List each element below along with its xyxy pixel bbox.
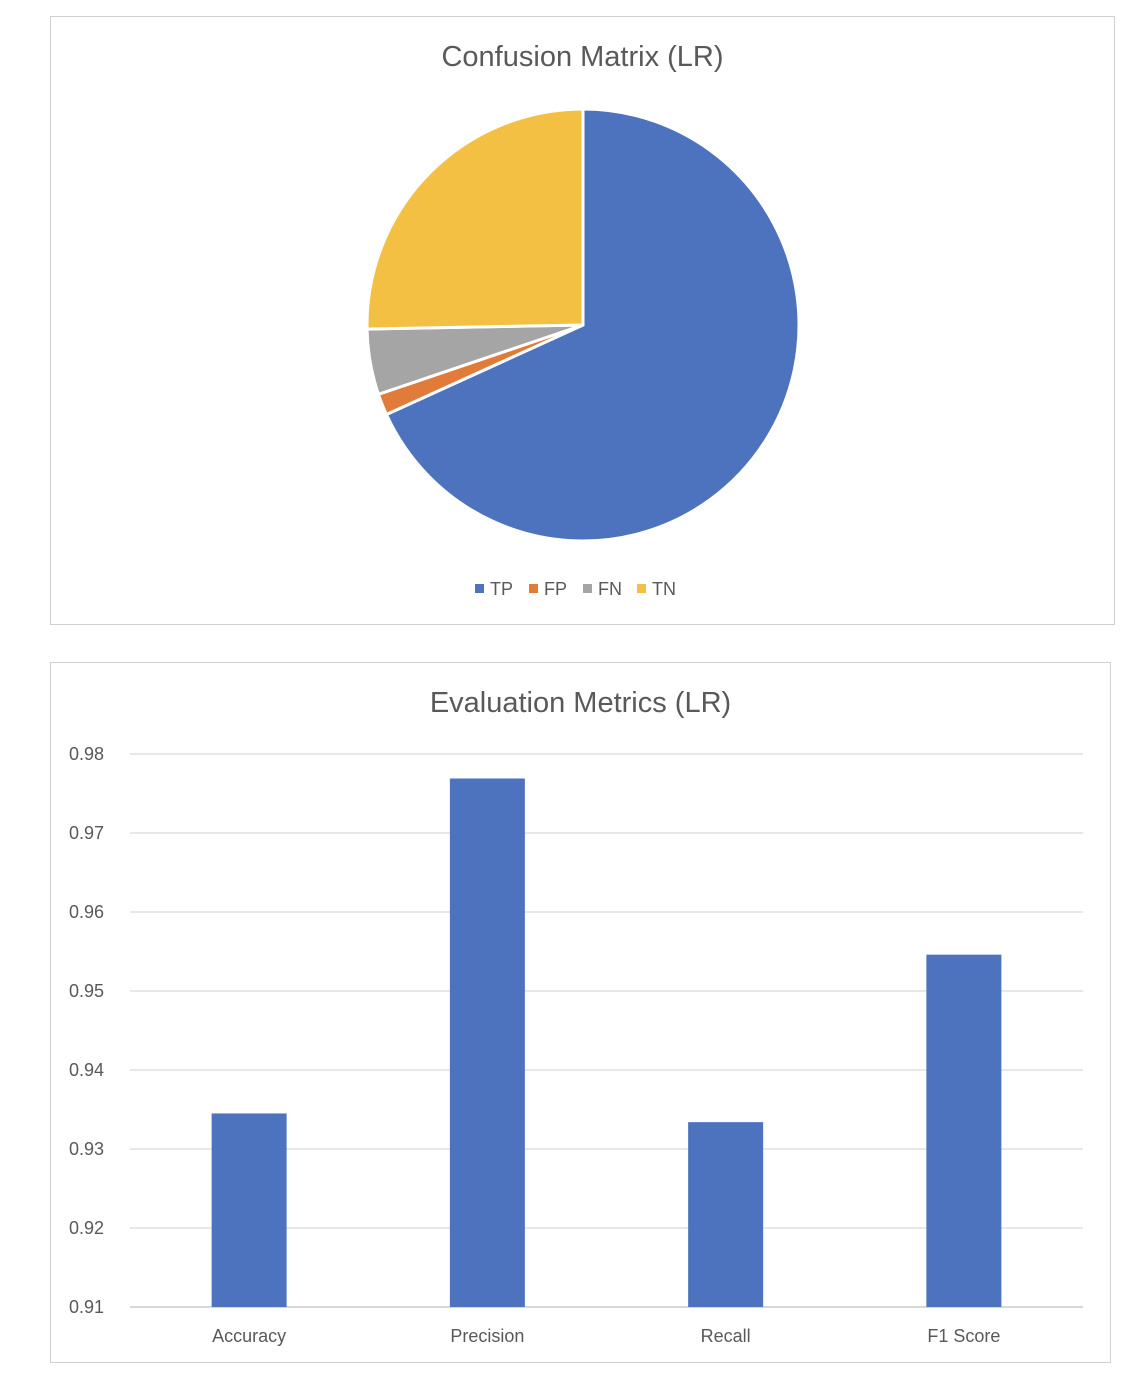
legend-label-tn: TN: [652, 579, 676, 599]
bar-precision: [449, 778, 525, 1307]
y-tick-label: 0.91: [69, 1297, 104, 1317]
pie-legend: TP FP FN TN: [475, 579, 676, 599]
bar-f1-score: [926, 954, 1002, 1307]
bar-recall: [688, 1122, 764, 1307]
y-tick-label: 0.96: [69, 902, 104, 922]
x-category-label: Accuracy: [212, 1326, 286, 1346]
pie-chart-title: Confusion Matrix (LR): [441, 41, 724, 73]
x-category-label: Recall: [701, 1326, 751, 1346]
x-category-label: F1 Score: [927, 1326, 1000, 1346]
y-tick-label: 0.97: [69, 823, 104, 843]
x-category-label: Precision: [450, 1326, 524, 1346]
pie-slice-tn: [365, 107, 585, 331]
legend-swatch-fn: [583, 584, 592, 593]
pie-chart-canvas: TP FP FN TN: [365, 107, 801, 599]
pie-slice-tp: [384, 107, 801, 543]
legend-label-fp: FP: [544, 579, 567, 599]
y-tick-label: 0.94: [69, 1060, 104, 1080]
bar-accuracy: [211, 1113, 287, 1307]
y-tick-label: 0.95: [69, 981, 104, 1001]
legend-swatch-fp: [529, 584, 538, 593]
legend-label-fn: FN: [598, 579, 622, 599]
legend-swatch-tn: [637, 584, 646, 593]
bar-chart-panel: Evaluation Metrics (LR) 0.91 0.92 0.93 0.94…: [50, 662, 1111, 1363]
legend-label-tp: TP: [490, 579, 513, 599]
y-tick-label: 0.93: [69, 1139, 104, 1159]
y-tick-label: 0.92: [69, 1218, 104, 1238]
bar-chart-title: Evaluation Metrics (LR): [429, 687, 732, 719]
pie-chart-panel: Confusion Matrix (LR) TP FP FN TN: [50, 16, 1115, 625]
legend-swatch-tp: [475, 584, 484, 593]
bar-chart-canvas: 0.91 0.92 0.93 0.94 0.95 0.96 0.97 0.98 Accuracy…: [69, 744, 1083, 1346]
y-tick-label: 0.98: [69, 744, 104, 764]
